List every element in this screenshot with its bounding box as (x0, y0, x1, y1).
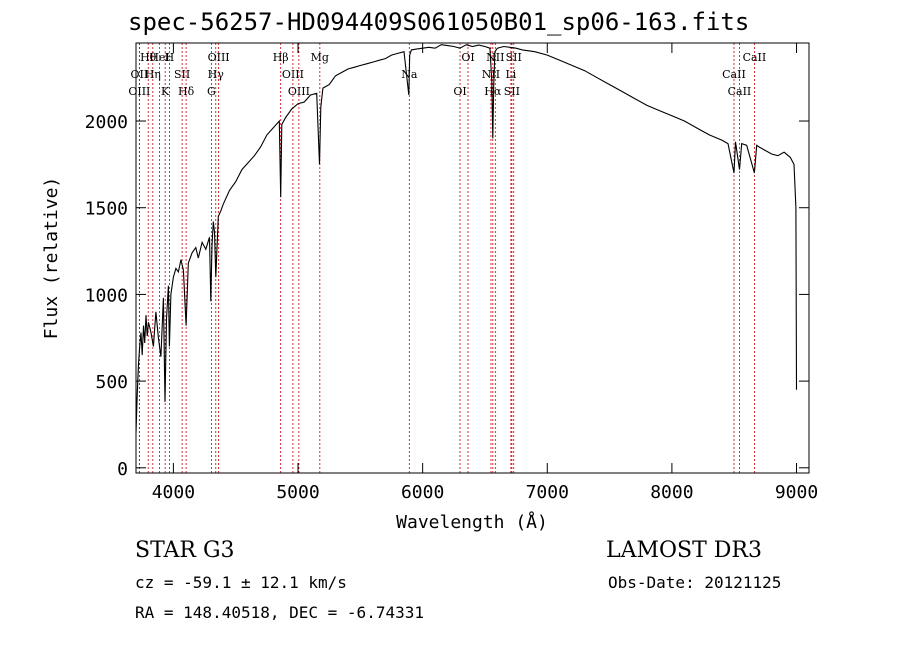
line-label-2: OIII (128, 85, 150, 98)
line-label-4: Hη (145, 68, 161, 81)
y-tick-label-0: 0 (117, 459, 128, 480)
x-axis-ticks: 4000 5000 6000 7000 8000 9000 (152, 43, 818, 503)
y-tick-label-1: 500 (95, 372, 128, 393)
survey-name: LAMOST DR3 (606, 538, 762, 563)
line-label-24: SII (506, 51, 522, 64)
redshift-info: cz = -59.1 ± 12.1 km/s (135, 573, 347, 592)
x-tick-label-3: 7000 (526, 482, 569, 503)
line-label-17: OI (453, 85, 466, 98)
y-tick-label-3: 1500 (85, 199, 128, 220)
line-label-9: OIII (208, 51, 230, 64)
y-tick-label-2: 1000 (85, 285, 128, 306)
ra-dec-coordinates: RA = 148.40518, DEC = -6.74331 (135, 603, 424, 622)
x-tick-label-4: 8000 (650, 482, 693, 503)
object-type: STAR G3 (135, 538, 235, 563)
line-label-23: SII (504, 85, 520, 98)
line-label-13: OIII (282, 68, 304, 81)
y-axis-label: Flux (relative) (41, 177, 62, 340)
line-label-12: Hβ (273, 51, 289, 64)
line-label-26: CaII (728, 85, 752, 98)
x-tick-label-0: 4000 (152, 482, 195, 503)
line-label-15: Mg (311, 51, 329, 64)
y-axis-ticks: 0 500 1000 1500 2000 (85, 112, 809, 480)
x-axis-label: Wavelength (Å) (396, 511, 548, 533)
observation-date: Obs-Date: 20121125 (608, 573, 782, 592)
line-label-6: H (165, 51, 175, 64)
x-tick-label-5: 9000 (775, 482, 818, 503)
line-label-7: SII (174, 68, 190, 81)
y-tick-label-4: 2000 (85, 112, 128, 133)
chart-title: spec-56257-HD094409S061050B01_sp06-163.f… (128, 8, 750, 36)
line-label-0: Hθ (140, 51, 157, 64)
line-label-14: OIII (288, 85, 310, 98)
line-label-22: Li (505, 68, 516, 81)
line-label-5: K (161, 85, 170, 98)
plot-frame (135, 42, 810, 474)
spectral-line-labels: Hθ OII OIII HeI HηK H SII Hδ OIII Hγ G Hβ OIII OIII Mg… (128, 51, 766, 98)
line-label-11: G (207, 85, 216, 98)
line-label-27: CaII (743, 51, 767, 64)
line-label-25: CaII (722, 68, 746, 81)
line-label-1: OII (131, 68, 149, 81)
line-label-18: OI (461, 51, 474, 64)
x-tick-label-2: 6000 (401, 482, 444, 503)
spectrum-line (135, 44, 798, 434)
line-label-3: HeI (149, 51, 169, 64)
line-label-10: Hγ (208, 68, 225, 81)
x-tick-label-1: 5000 (276, 482, 319, 503)
spectral-line-markers (138, 43, 755, 473)
line-label-8: Hδ (178, 85, 195, 98)
